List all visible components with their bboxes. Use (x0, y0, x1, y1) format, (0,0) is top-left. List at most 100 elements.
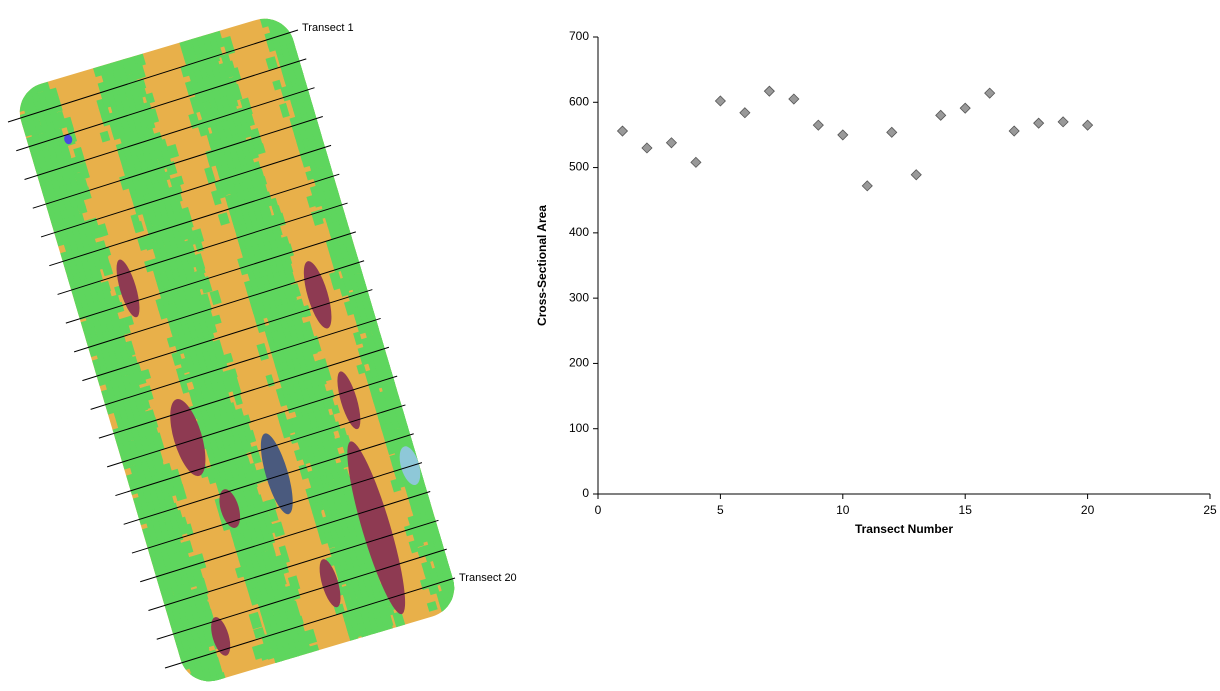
vegetation-patch (393, 469, 405, 489)
vegetation-patch (241, 122, 253, 139)
vegetation-patch (56, 110, 65, 121)
point (763, 85, 775, 97)
vegetation-patch (257, 642, 271, 661)
vegetation-patch (99, 130, 111, 143)
vegetation-patch (326, 473, 335, 484)
vegetation-patch (280, 85, 291, 102)
vegetation-patch (230, 67, 242, 81)
vegetation-patch (426, 601, 438, 612)
vegetation-patch (178, 375, 190, 394)
vegetation (12, 11, 462, 689)
vegetation-patch (175, 175, 184, 186)
vegetation-patch (237, 257, 249, 276)
vegetation-patch (77, 162, 90, 180)
vegetation-patch (112, 301, 125, 314)
vegetation-patch (423, 527, 432, 538)
vegetation-patch (263, 641, 272, 652)
point (959, 102, 971, 114)
vegetation-patch (193, 236, 204, 253)
vegetation-patch (183, 540, 194, 554)
transect-line (24, 87, 315, 180)
vegetation-patch (282, 11, 294, 27)
vegetation-patch (205, 341, 215, 353)
vegetation-patch (151, 432, 165, 452)
vegetation-patch (330, 446, 341, 460)
vegetation-patch (184, 523, 194, 536)
vegetation-patch (412, 530, 425, 548)
vegetation-patch (271, 521, 285, 538)
point (616, 125, 629, 137)
vegetation-patch (244, 113, 255, 127)
vegetation-patch (311, 444, 320, 455)
vegetation-patch (261, 191, 274, 208)
transect-line (65, 231, 356, 324)
patch (260, 433, 293, 515)
vegetation-patch (220, 179, 231, 196)
vegetation-patch (279, 102, 290, 118)
point (665, 137, 678, 149)
transect-line (123, 433, 414, 525)
transect-line (73, 260, 365, 353)
patch (211, 617, 231, 656)
vegetation-patch (303, 628, 318, 645)
vegetation-patch (326, 431, 335, 441)
vegetation-patch (277, 11, 287, 24)
vegetation-patch (214, 180, 227, 199)
y-tick-label: 200 (569, 356, 589, 370)
vegetation-patch (193, 678, 204, 689)
vegetation-patch (136, 86, 148, 99)
vegetation-patch (385, 397, 394, 408)
y-tick-label: 600 (569, 94, 589, 108)
chart: 0 100 200 300 400 500 600 700 0 5 10 15 20 25 Transect… (535, 29, 1217, 536)
vegetation-patch (244, 429, 257, 444)
vegetation-patch (301, 304, 312, 318)
vegetation-patch (165, 161, 178, 176)
vegetation-patch (339, 519, 349, 530)
point (1033, 117, 1045, 129)
vegetation-patch (50, 112, 59, 123)
point (886, 126, 898, 138)
point (739, 107, 751, 119)
vegetation-patch (197, 418, 211, 438)
vegetation-patch (315, 501, 325, 512)
transect-line (115, 404, 406, 497)
vegetation-patch (251, 645, 263, 660)
vegetation-patch (166, 143, 180, 159)
vegetation-patch (69, 156, 82, 174)
vegetation-patch (207, 157, 217, 168)
vegetation-patch (337, 277, 350, 297)
point (837, 129, 849, 141)
transect-line (131, 462, 423, 554)
vegetation-patch (256, 301, 268, 320)
transect-line (32, 116, 323, 209)
vegetation-patch (407, 515, 420, 534)
patch (170, 399, 206, 477)
vegetation-patch (204, 166, 216, 184)
transect-line (98, 346, 390, 439)
vegetation-patch (201, 601, 211, 613)
vegetation-patch (339, 477, 349, 488)
vegetation-patch (392, 611, 406, 630)
vegetation-patch (265, 56, 278, 70)
vegetation-patch (112, 386, 122, 397)
transect-label: Transect 20 (459, 572, 517, 584)
vegetation-patch (124, 340, 136, 357)
transect-line (7, 29, 299, 123)
patch (219, 489, 241, 528)
vegetation-patch (51, 95, 63, 113)
transect-line (140, 490, 431, 583)
vegetation-patch (265, 332, 277, 351)
vegetation-patch (240, 97, 253, 117)
vegetation-patch (446, 603, 458, 619)
vegetation-patch (139, 368, 152, 381)
point (935, 109, 947, 121)
vegetation-patch (284, 585, 295, 604)
vegetation-patch (101, 263, 114, 277)
vegetation-patch (330, 404, 340, 415)
point (690, 156, 702, 168)
y-tick-label: 0 (582, 486, 589, 500)
point (788, 93, 800, 105)
vegetation-patch (382, 598, 391, 608)
field-map (12, 11, 462, 689)
vegetation-patch (223, 378, 234, 394)
